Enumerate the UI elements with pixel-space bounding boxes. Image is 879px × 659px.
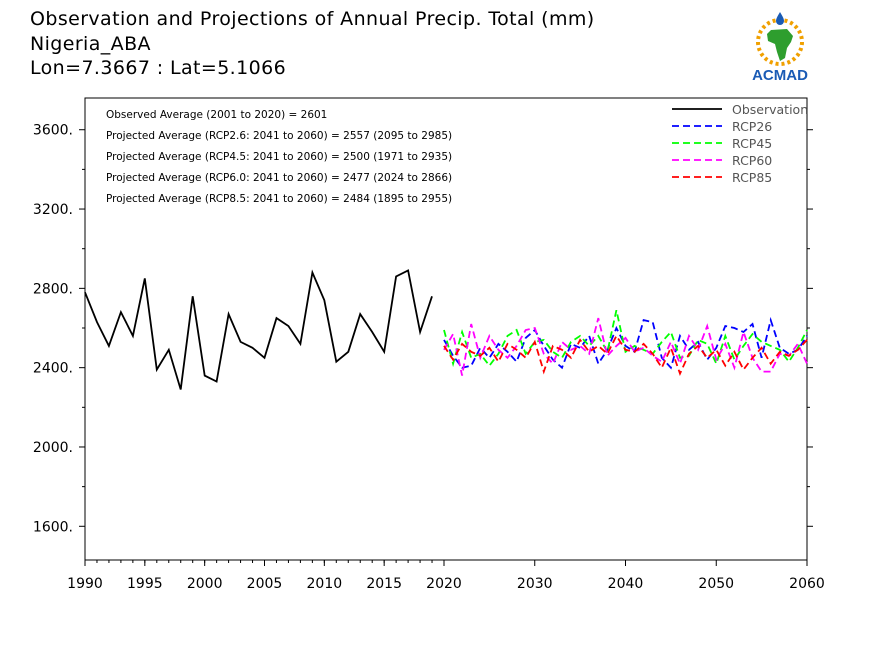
legend-label-observation: Observation xyxy=(732,102,808,117)
series-line-observation xyxy=(84,269,433,390)
plot-frame xyxy=(84,97,808,561)
y-tick-label: 2400. xyxy=(33,361,73,377)
chart-axes: 1990 1995 2000 2005 2010 2015 2020 2030 2040 2050… xyxy=(33,123,825,592)
x-tick-label: 2030 xyxy=(517,576,553,592)
acmad-logo: ACMAD xyxy=(752,12,808,84)
chart-series xyxy=(84,269,808,390)
africa-water-drop-logo-icon xyxy=(756,12,804,66)
x-tick-label: 2000 xyxy=(187,576,223,592)
x-tick-label: 2015 xyxy=(366,576,402,592)
location-label: Nigeria_ABA xyxy=(30,33,151,55)
x-tick-label: 2005 xyxy=(247,576,283,592)
legend-label-rcp85: RCP85 xyxy=(732,170,772,185)
x-tick-label: 2050 xyxy=(698,576,734,592)
stats-line: Projected Average (RCP6.0: 2041 to 2060)… xyxy=(106,172,452,184)
x-tick-label: 1990 xyxy=(67,576,103,592)
series-line-rcp45 xyxy=(443,310,808,368)
y-tick-label: 3200. xyxy=(33,202,73,218)
y-tick-label: 2800. xyxy=(33,281,73,297)
y-tick-label: 3600. xyxy=(33,123,73,139)
stats-line: Projected Average (RCP4.5: 2041 to 2060)… xyxy=(106,151,452,163)
stats-line: Projected Average (RCP8.5: 2041 to 2060)… xyxy=(106,193,452,205)
series-line-rcp85 xyxy=(443,334,808,377)
x-tick-label: 2020 xyxy=(426,576,462,592)
legend-label-rcp60: RCP60 xyxy=(732,153,772,168)
legend-label-rcp26: RCP26 xyxy=(732,119,772,134)
series-line-rcp26 xyxy=(443,316,808,370)
coordinates-label: Lon=7.3667 : Lat=5.1066 xyxy=(30,57,287,79)
x-tick-label: 2040 xyxy=(608,576,644,592)
stats-line: Projected Average (RCP2.6: 2041 to 2060)… xyxy=(106,130,452,142)
y-tick-label: 2000. xyxy=(33,440,73,456)
chart-legend: Observation RCP26 RCP45 RCP60 RCP85 xyxy=(672,102,808,185)
stats-box: Observed Average (2001 to 2020) = 2601 Pr… xyxy=(106,109,452,205)
logo-text: ACMAD xyxy=(752,67,808,84)
x-tick-label: 1995 xyxy=(127,576,163,592)
x-tick-label: 2060 xyxy=(789,576,825,592)
y-tick-label: 1600. xyxy=(33,519,73,535)
series-line-rcp60 xyxy=(443,317,808,376)
chart-title: Observation and Projections of Annual Pr… xyxy=(30,8,595,30)
stats-line: Observed Average (2001 to 2020) = 2601 xyxy=(106,109,327,121)
legend-label-rcp45: RCP45 xyxy=(732,136,772,151)
x-tick-label: 2010 xyxy=(307,576,343,592)
